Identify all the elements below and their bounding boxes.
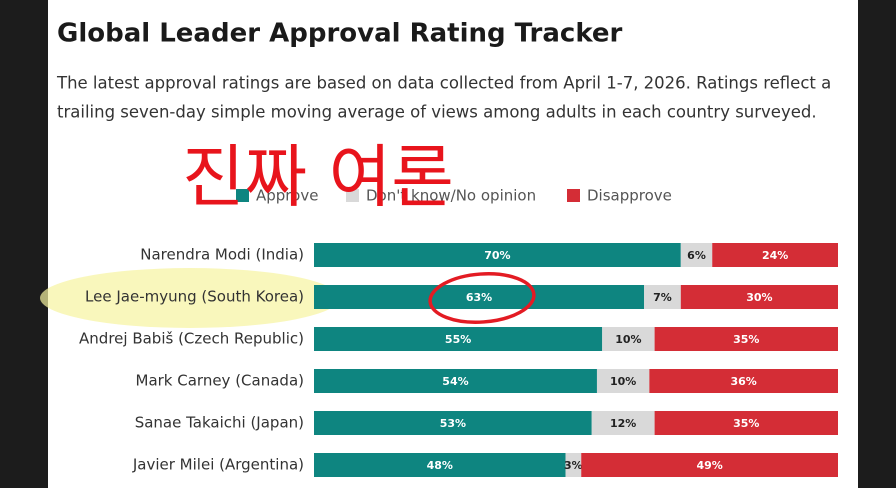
circle-annotation [428, 272, 536, 324]
legend-swatch [567, 189, 580, 202]
bar-segment [654, 327, 838, 351]
data-label: 70% [484, 249, 510, 262]
bar-segment [565, 453, 582, 477]
bar-segment [314, 327, 603, 351]
annotation: 진짜 여론 [182, 139, 454, 218]
data-label: 3% [564, 459, 583, 472]
legend-label: Approve [256, 187, 318, 205]
bar-segment [712, 243, 838, 267]
bar-segment [649, 369, 838, 393]
bar-segment [591, 411, 655, 435]
data-label: 48% [427, 459, 453, 472]
chart-title: Global Leader Approval Rating Tracker [57, 19, 623, 49]
bar-segment [581, 453, 838, 477]
data-label: 55% [445, 333, 471, 346]
data-label: 63% [466, 291, 492, 304]
data-label: 10% [610, 375, 636, 388]
bar-segment [314, 243, 681, 267]
plot: Narendra Modi (India) 70% 6% 24% Lee Jae-myu… [79, 243, 838, 477]
y-tick-label: Javier Milei (Argentina) [132, 456, 304, 474]
subtitle: The latest approval ratings are based on… [56, 74, 831, 93]
data-label: 12% [610, 417, 636, 430]
y-tick-label: Andrej Babiš (Czech Republic) [79, 330, 304, 348]
legend-swatch [346, 189, 359, 202]
subtitle: trailing seven-day simple moving average… [57, 103, 817, 122]
bar-segment [314, 411, 592, 435]
data-label: 35% [733, 417, 759, 430]
data-label: 53% [440, 417, 466, 430]
legend: Approve Don't know/No opinion Disapprove [236, 187, 672, 205]
y-tick-label: Mark Carney (Canada) [136, 372, 305, 390]
legend-label: Disapprove [587, 187, 672, 205]
data-label: 7% [653, 291, 672, 304]
data-label: 54% [442, 375, 468, 388]
highlight [40, 268, 340, 328]
bar-segment [602, 327, 655, 351]
y-tick-label: Sanae Takaichi (Japan) [135, 414, 304, 432]
bar-segment [644, 285, 681, 309]
y-tick-label: Narendra Modi (India) [140, 246, 304, 264]
data-label: 24% [762, 249, 788, 262]
legend-label: Don't know/No opinion [366, 187, 536, 205]
data-label: 30% [746, 291, 772, 304]
data-label: 36% [731, 375, 757, 388]
side-panel [858, 0, 896, 488]
side-panel [0, 0, 48, 488]
bar-segment [654, 411, 838, 435]
bar-segment [680, 285, 838, 309]
data-label: 6% [687, 249, 706, 262]
bar-segment [596, 369, 650, 393]
bar-segment [314, 369, 597, 393]
y-tick-label: Lee Jae-myung (South Korea) [85, 288, 304, 306]
data-label: 49% [696, 459, 722, 472]
data-label: 35% [733, 333, 759, 346]
legend-swatch [236, 189, 249, 202]
data-label: 10% [615, 333, 641, 346]
bar-segment [314, 285, 645, 309]
bar-segment [680, 243, 713, 267]
bar-segment [314, 453, 566, 477]
